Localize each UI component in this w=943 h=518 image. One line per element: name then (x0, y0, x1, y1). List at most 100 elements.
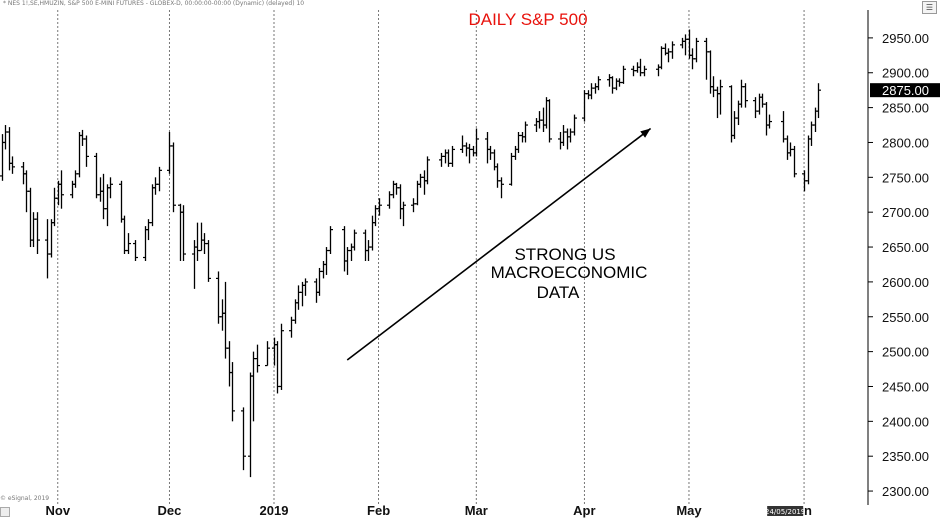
ohlc-bar (133, 240, 138, 261)
cursor-date-label: 24/05/2019 (765, 508, 805, 516)
ohlc-bar (321, 260, 326, 279)
ohlc-bar (227, 341, 232, 387)
y-tick-label: 2400.00 (882, 414, 929, 429)
ohlc-bar (241, 407, 246, 471)
ohlc-bar (785, 135, 790, 160)
ohlc-bar (670, 41, 675, 59)
ohlc-bar (471, 145, 476, 157)
ohlc-bar (80, 129, 85, 146)
ohlc-bar (495, 163, 500, 188)
ohlc-bar (460, 135, 465, 153)
ohlc-bar (35, 212, 40, 255)
y-tick-label: 2350.00 (882, 449, 929, 464)
ohlc-bar (84, 135, 89, 167)
ohlc-bar (223, 281, 228, 359)
ohlc-bar (558, 132, 563, 150)
ohlc-bar (614, 78, 619, 91)
last-price-marker: 2875.00 (870, 83, 940, 98)
ohlc-bar (387, 191, 392, 209)
ohlc-bar (743, 83, 748, 108)
ohlc-bar (541, 107, 546, 133)
y-tick-label: 2600.00 (882, 275, 929, 290)
ohlc-bar (642, 65, 647, 77)
x-tick-label: Mar (465, 503, 488, 518)
footer-copyright: © eSignal, 2019 (0, 495, 50, 502)
annotation-line-1: STRONG US (514, 245, 615, 264)
ohlc-bar (474, 128, 479, 157)
ohlc-bar (446, 149, 451, 167)
ohlc-bar (59, 170, 64, 209)
y-tick-label: 2950.00 (882, 31, 929, 46)
y-tick-label: 2550.00 (882, 310, 929, 325)
ohlc-bar (781, 111, 786, 143)
ohlc-bar (230, 362, 235, 422)
ohlc-bar (683, 34, 688, 56)
ohlc-bar (687, 29, 692, 59)
ohlc-bar (370, 215, 375, 251)
y-tick-label: 2450.00 (882, 379, 929, 394)
price-bars (0, 29, 821, 478)
ohlc-bar (108, 177, 113, 199)
ohlc-bar (596, 76, 601, 91)
ohlc-bar (760, 93, 765, 108)
ohlc-bar (303, 278, 308, 296)
ohlc-bar (105, 184, 110, 227)
ohlc-bar (101, 173, 106, 220)
ohlc-bar (98, 177, 103, 202)
chart-header-symbol: * NES 1!,SE,HMUZIN, S&P 500 E-MINI FUTUR… (3, 0, 305, 7)
ohlc-bar (167, 132, 172, 174)
ohlc-bar (248, 372, 253, 478)
ohlc-bar (534, 118, 539, 133)
month-gridlines (57, 10, 805, 505)
ohlc-bar (342, 226, 347, 272)
ohlc-bar (547, 99, 552, 143)
ohlc-bar (753, 97, 758, 119)
ohlc-bar (352, 229, 357, 251)
x-tick-label: 2019 (260, 503, 289, 518)
ohlc-bar (195, 222, 200, 261)
ohlc-bar (391, 180, 396, 199)
ohlc-bar (485, 132, 490, 164)
ohlc-bar (767, 114, 772, 129)
ohlc-bar (659, 46, 664, 70)
ohlc-bar (31, 212, 36, 248)
trend-arrow (346, 127, 652, 361)
x-tick-label: Apr (573, 503, 595, 518)
y-tick-label: 2800.00 (882, 135, 929, 150)
ohlc-bar (3, 125, 8, 150)
y-tick-label: 2500.00 (882, 345, 929, 360)
ohlc-bar (450, 145, 455, 167)
ohlc-bar (206, 240, 211, 282)
ohlc-bar (715, 86, 720, 119)
ohlc-bar (220, 299, 225, 331)
expand-tab-icon[interactable] (0, 507, 10, 517)
ohlc-bar (122, 215, 127, 255)
y-tick-label: 2850.00 (882, 101, 929, 116)
ohlc-bar (739, 79, 744, 108)
ohlc-bar (704, 37, 709, 80)
ohlc-bar (509, 152, 514, 186)
ohlc-bar (21, 161, 26, 185)
ohlc-bar (45, 219, 50, 279)
ohlc-bar (621, 65, 626, 84)
annotation-line-2: MACROECONOMIC (491, 263, 648, 282)
ohlc-bar (73, 170, 78, 188)
ohlc-bar (345, 247, 350, 275)
ohlc-bar (439, 152, 444, 167)
chart-options-icon[interactable]: ☰ (922, 1, 937, 14)
ohlc-bar (561, 125, 566, 146)
ohlc-bar (729, 85, 734, 143)
ohlc-bar (77, 132, 82, 178)
ohlc-bar (394, 182, 399, 195)
x-tick-label: May (676, 503, 702, 518)
ohlc-bar (582, 90, 587, 122)
ohlc-bar (610, 76, 615, 94)
ohlc-bar (52, 187, 57, 227)
ohlc-bar (279, 323, 284, 390)
ohlc-bar (119, 180, 124, 223)
ohlc-bar (425, 156, 430, 185)
ohlc-bar (317, 267, 322, 296)
ohlc-bar (150, 184, 155, 227)
